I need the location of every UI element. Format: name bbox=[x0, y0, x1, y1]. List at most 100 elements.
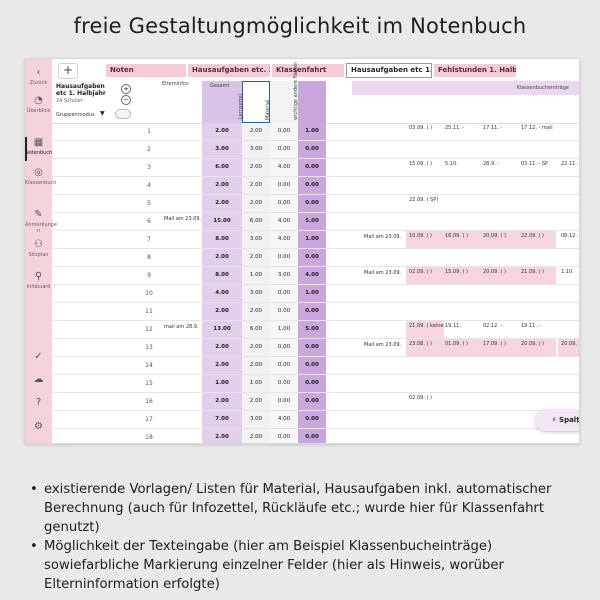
cell-material[interactable]: 0.00 bbox=[270, 141, 298, 158]
cell-lernzettel[interactable]: 2.00 bbox=[242, 393, 270, 410]
cell-elterninfo[interactable]: Mail am 23.09. bbox=[164, 216, 202, 222]
cell-fach[interactable]: 0.00 bbox=[298, 141, 326, 158]
cell-material[interactable]: 0.00 bbox=[270, 123, 298, 140]
cell-klassenbuch[interactable]: 17.11. - bbox=[483, 125, 503, 131]
tab-3[interactable]: Hausaufgaben etc 1. H bbox=[346, 63, 432, 78]
cell-fach[interactable]: 1.00 bbox=[298, 123, 326, 140]
cell-klassenbuch[interactable]: 19.11. bbox=[445, 323, 461, 329]
settings-icon[interactable]: ⚙ bbox=[34, 421, 43, 432]
cell-material[interactable]: 0.00 bbox=[270, 195, 298, 212]
check-circle-icon[interactable]: ✓ bbox=[34, 351, 43, 362]
cell-elterninfo-2[interactable] bbox=[364, 375, 404, 392]
cell-klassenbuch[interactable]: 02.12. - bbox=[483, 323, 503, 329]
cell-lernzettel[interactable]: 3.00 bbox=[242, 141, 270, 158]
cell-fach[interactable]: 0.00 bbox=[298, 429, 326, 443]
cell-elterninfo[interactable] bbox=[164, 177, 202, 194]
cell-klassenbuch[interactable]: 22.09. ( ) bbox=[518, 231, 556, 248]
cell-klassenbuch[interactable]: 15.09. ( ) bbox=[409, 161, 432, 167]
cell-klassenbuch[interactable]: 1.10. bbox=[561, 269, 574, 275]
cell-elterninfo-2[interactable]: Mail am 23.09. bbox=[364, 234, 402, 240]
cell-elterninfo[interactable] bbox=[164, 303, 202, 320]
cell-material[interactable]: 0.00 bbox=[270, 303, 298, 320]
cell-material[interactable]: 4.00 bbox=[270, 231, 298, 248]
cell-material[interactable]: 0.00 bbox=[270, 249, 298, 266]
cell-fach[interactable]: 5.00 bbox=[298, 213, 326, 230]
cell-elterninfo[interactable] bbox=[164, 141, 202, 158]
cell-lernzettel[interactable]: 2.00 bbox=[242, 303, 270, 320]
sidebar-item-seating[interactable]: ⚇ Sitzplan bbox=[25, 239, 52, 258]
cell-klassenbuch[interactable]: 02.09. ( ) bbox=[409, 395, 432, 401]
cell-fach[interactable]: 0.00 bbox=[298, 393, 326, 410]
cloud-icon[interactable]: ☁ bbox=[33, 374, 44, 385]
add-column-button[interactable]: ⚡ Spalte bbox=[535, 409, 579, 431]
tab-0[interactable]: Noten bbox=[106, 64, 186, 77]
cell-klassenbuch[interactable]: 16.09. ( ) bbox=[442, 231, 480, 248]
cell-lernzettel[interactable]: 2.00 bbox=[242, 339, 270, 356]
add-tab-button[interactable]: + bbox=[58, 63, 78, 79]
cell-klassenbuch[interactable]: 20.09. ( ) bbox=[480, 267, 518, 284]
cell-elterninfo-2[interactable]: Mail am 23.09. bbox=[364, 342, 402, 348]
cell-elterninfo-2[interactable] bbox=[364, 357, 404, 374]
cell-klassenbuch[interactable]: 5.10. bbox=[445, 161, 458, 167]
cell-klassenbuch[interactable]: 22.09. ( SP) bbox=[409, 197, 439, 203]
sidebar-item-infoboard[interactable]: ⚲ Infoboard bbox=[25, 271, 52, 290]
cell-klassenbuch[interactable]: 20.09. ( ) bbox=[558, 339, 579, 356]
cell-material[interactable]: 4.00 bbox=[270, 159, 298, 176]
cell-elterninfo[interactable] bbox=[164, 411, 202, 428]
cell-elterninfo[interactable] bbox=[164, 285, 202, 302]
cell-klassenbuch[interactable]: 08.12. - SP bbox=[561, 233, 579, 239]
cell-material[interactable]: 0.00 bbox=[270, 393, 298, 410]
tab-2[interactable]: Klassenfahrt bbox=[272, 64, 344, 77]
cell-fach[interactable]: 1.00 bbox=[298, 285, 326, 302]
cell-elterninfo-2[interactable] bbox=[364, 303, 404, 320]
cell-elterninfo[interactable] bbox=[164, 375, 202, 392]
cell-klassenbuch[interactable]: 03.09. ( ) bbox=[409, 125, 432, 131]
cell-klassenbuch[interactable]: 20.09. ( ) bbox=[480, 231, 518, 248]
sidebar-item-classbook[interactable]: ◎ Klassenbuch bbox=[25, 167, 56, 186]
tab-1[interactable]: Hausaufgaben etc. 2. H bbox=[188, 64, 270, 77]
cell-elterninfo-2[interactable] bbox=[364, 285, 404, 302]
cell-lernzettel[interactable]: 2.00 bbox=[242, 249, 270, 266]
cell-elterninfo[interactable] bbox=[164, 429, 202, 443]
cell-material[interactable]: 0.00 bbox=[270, 177, 298, 194]
col-material[interactable]: Material bbox=[265, 81, 298, 123]
cell-elterninfo-2[interactable] bbox=[364, 249, 404, 266]
cell-klassenbuch[interactable]: 28.9. - bbox=[483, 161, 500, 167]
cell-lernzettel[interactable]: 6.00 bbox=[242, 321, 270, 338]
cell-klassenbuch[interactable]: 23.08. ( ) bbox=[406, 339, 444, 356]
cell-fach[interactable]: 0.00 bbox=[298, 249, 326, 266]
cell-lernzettel[interactable]: 2.00 bbox=[242, 195, 270, 212]
cell-fach[interactable]: 0.00 bbox=[298, 177, 326, 194]
cell-elterninfo[interactable]: mail am 28.9. bbox=[164, 324, 199, 330]
cell-material[interactable]: 0.00 bbox=[270, 357, 298, 374]
cell-elterninfo[interactable] bbox=[164, 357, 202, 374]
cell-material[interactable]: 0.00 bbox=[270, 285, 298, 302]
tab-4[interactable]: Fehlstunden 1. Halbjah bbox=[434, 64, 516, 77]
cell-lernzettel[interactable]: 3.00 bbox=[242, 285, 270, 302]
cell-klassenbuch[interactable]: 17.09. ( ) bbox=[480, 339, 518, 356]
col-fach[interactable]: wichtige andere Fächer bbox=[293, 62, 326, 123]
cell-material[interactable]: 3.00 bbox=[270, 267, 298, 284]
sidebar-item-notes[interactable]: ✎ Anmerkunge n bbox=[25, 209, 57, 234]
cell-elterninfo[interactable] bbox=[164, 231, 202, 248]
minus-circle-icon[interactable]: − bbox=[121, 95, 131, 105]
cell-fach[interactable]: 0.00 bbox=[298, 303, 326, 320]
cell-elterninfo-2[interactable]: Mail am 23.09. bbox=[364, 270, 402, 276]
cell-klassenbuch[interactable]: 21.09. ( ) bbox=[518, 267, 556, 284]
cell-elterninfo-2[interactable] bbox=[364, 411, 404, 428]
cell-klassenbuch[interactable]: 25.11. - bbox=[445, 125, 465, 131]
group-mode-toggle[interactable] bbox=[115, 109, 131, 119]
cell-elterninfo-2[interactable] bbox=[364, 123, 404, 140]
col-elterninfos[interactable]: Elterninfos bbox=[162, 81, 189, 87]
plus-circle-icon[interactable]: + bbox=[121, 84, 131, 94]
cell-klassenbuch[interactable]: 15.09. ( ) bbox=[442, 267, 480, 284]
col-gesamt[interactable]: Gesamt bbox=[202, 81, 242, 123]
cell-elterninfo[interactable] bbox=[164, 249, 202, 266]
cell-klassenbuch[interactable]: 22.11. - bbox=[561, 161, 580, 167]
cell-elterninfo-2[interactable] bbox=[364, 393, 404, 410]
cell-fach[interactable]: 0.00 bbox=[298, 339, 326, 356]
cell-material[interactable]: 0.00 bbox=[270, 375, 298, 392]
sidebar-item-back[interactable]: ‹ Zurück bbox=[25, 67, 52, 86]
cell-elterninfo-2[interactable] bbox=[364, 195, 404, 212]
cell-elterninfo[interactable] bbox=[164, 159, 202, 176]
